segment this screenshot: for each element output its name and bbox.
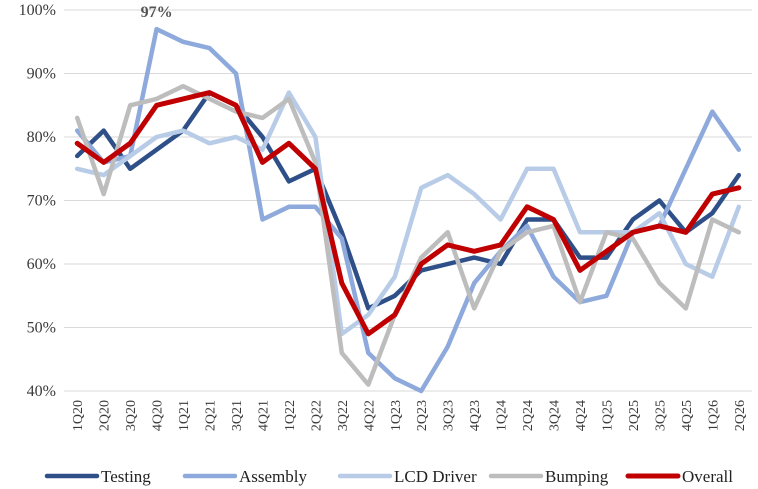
x-tick-label: 1Q24 [495,400,510,431]
series-line-assembly [74,26,742,394]
x-axis-ticks: 1Q20 2Q20 3Q20 4Q20 1Q21 2Q21 3Q21 4Q21 1Q22 2Q22… [71,400,748,431]
y-tick-label: 60% [27,256,56,273]
x-tick-label: 1Q22 [283,400,298,431]
y-tick-label: 80% [27,129,56,146]
legend-label: LCD Driver [394,467,477,486]
x-tick-label: 4Q23 [468,400,483,431]
y-tick-label: 50% [27,320,56,337]
x-tick-label: 4Q22 [362,400,377,431]
x-tick-label: 4Q25 [680,400,695,431]
x-tick-label: 3Q25 [653,400,668,431]
gridlines [64,9,752,392]
legend: Testing Assembly LCD Driver Bumping Overall [44,467,733,486]
x-tick-label: 2Q24 [521,400,536,431]
series-line-lcd-driver [74,90,742,337]
x-tick-label: 2Q26 [733,400,748,431]
x-tick-label: 1Q21 [177,400,192,431]
x-tick-label: 2Q23 [415,400,430,431]
x-tick-label: 3Q21 [230,400,245,431]
x-tick-label: 3Q20 [124,400,139,431]
legend-label: Testing [101,467,151,486]
legend-label: Overall [682,467,733,486]
annotations: 97% [141,4,173,21]
x-tick-label: 4Q24 [574,400,589,431]
x-tick-label: 1Q26 [706,400,721,431]
y-axis-ticks: 40% 50% 60% 70% 80% 90% 100% [19,2,56,400]
x-tick-label: 3Q23 [442,400,457,431]
legend-label: Assembly [239,467,308,486]
x-tick-label: 4Q20 [151,400,166,431]
x-tick-label: 4Q21 [256,400,271,431]
x-tick-label: 2Q22 [309,400,324,431]
x-tick-label: 2Q20 [98,400,113,431]
x-tick-label: 1Q20 [71,400,86,431]
x-tick-label: 1Q23 [389,400,404,431]
legend-label: Bumping [545,467,609,486]
x-tick-label: 3Q24 [548,400,563,431]
series-line-overall [74,90,742,337]
x-tick-label: 3Q22 [336,400,351,431]
y-tick-label: 40% [27,383,56,400]
y-tick-label: 70% [27,193,56,210]
series-lines [74,26,742,394]
y-tick-label: 100% [19,2,56,19]
x-tick-label: 2Q21 [204,400,219,431]
x-tick-label: 2Q25 [627,400,642,431]
y-tick-label: 90% [27,66,56,83]
x-tick-label: 1Q25 [600,400,615,431]
data-label-annotation: 97% [141,4,173,21]
